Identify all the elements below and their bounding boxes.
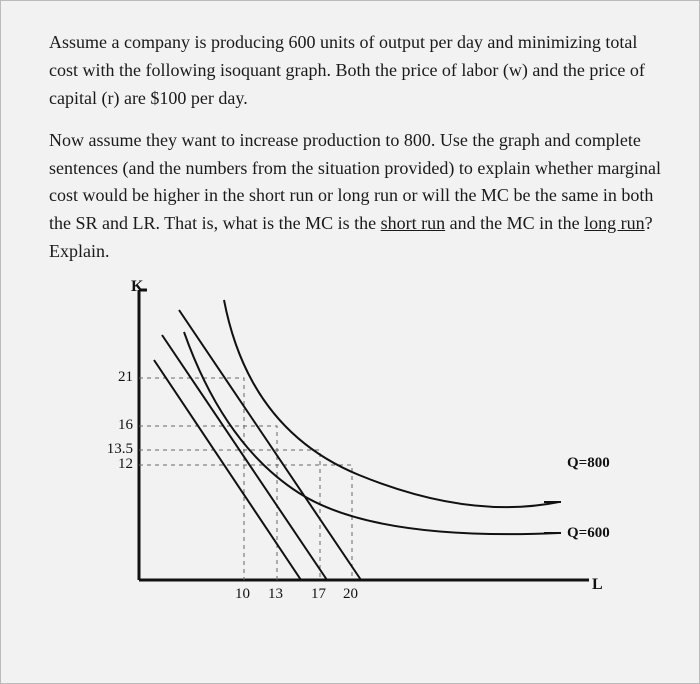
y-axis-label: K [131,278,143,296]
paragraph-1: Assume a company is producing 600 units … [49,29,667,113]
x-tick-10: 10 [235,586,250,603]
x-axis-label: L [592,576,603,594]
x-tick-13: 13 [268,586,283,603]
curve-label-q600: Q=600 [567,525,610,542]
isoquant-graph: K L 211613.512 10131720 Q=800 Q=600 [69,280,629,620]
p2-mid: and the MC in the [445,213,584,233]
x-tick-20: 20 [343,586,358,603]
x-tick-17: 17 [311,586,326,603]
y-tick-16: 16 [118,417,133,434]
y-tick-12: 12 [118,456,133,473]
curve-label-q800: Q=800 [567,455,610,472]
p2-underline-1: short run [381,213,446,233]
p2-underline-2: long run [584,213,645,233]
paragraph-2: Now assume they want to increase product… [49,127,667,266]
question-page: Assume a company is producing 600 units … [0,0,700,684]
y-tick-21: 21 [118,369,133,386]
graph-svg [69,280,629,620]
